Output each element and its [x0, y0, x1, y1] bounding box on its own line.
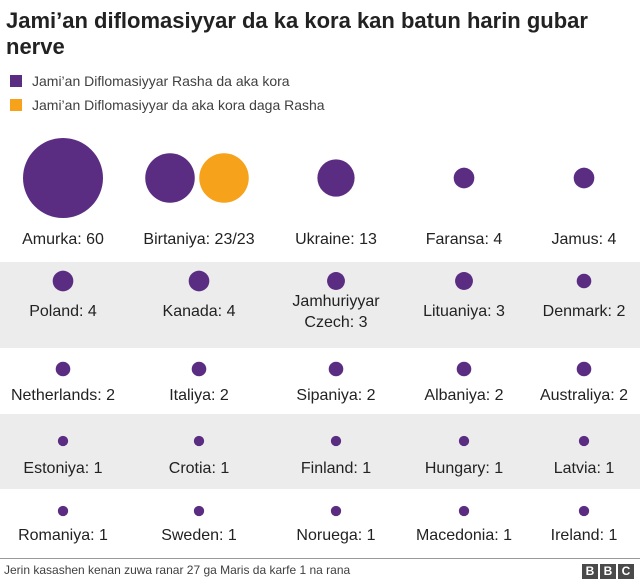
country-label-crotia: Crotia: 1 — [168, 460, 230, 477]
legend-item-russian-expelled: Jami’an Diflomasiyyar Rasha da aka kora — [10, 70, 325, 92]
bubble-finland — [330, 435, 342, 447]
bubble-ukraine — [317, 159, 355, 197]
row-band — [0, 414, 640, 489]
bubble-birtaniya-expelled-from-russia — [199, 153, 249, 203]
country-label-estoniya: Estoniya: 1 — [23, 460, 103, 477]
bubble-ireland — [578, 505, 590, 517]
country-label-noruega: Noruega: 1 — [296, 527, 376, 544]
country-label-italiya: Italiya: 2 — [169, 387, 229, 404]
bubble-estoniya — [57, 435, 69, 447]
bubble-albaniya — [456, 361, 472, 377]
country-label-faransa: Faransa: 4 — [425, 231, 503, 248]
source-note: Jerin kasashen kenan zuwa ranar 27 ga Ma… — [4, 563, 351, 577]
legend-swatch-purple — [10, 75, 22, 87]
bbc-logo-letter: C — [618, 564, 634, 579]
legend-label: Jami’an Diflomasiyyar Rasha da aka kora — [32, 73, 290, 89]
country-label-sipaniya: Sipaniya: 2 — [296, 387, 376, 404]
bubble-noruega — [330, 505, 342, 517]
country-label-albaniya: Albaniya: 2 — [424, 387, 504, 404]
legend: Jami’an Diflomasiyyar Rasha da aka kora … — [10, 70, 325, 116]
country-label-hungary: Hungary: 1 — [424, 460, 504, 477]
bubble-sipaniya — [328, 361, 344, 377]
country-label-lituaniya: Lituaniya: 3 — [423, 303, 505, 320]
legend-item-expelled-from-russia: Jami’an Diflomasiyyar da aka kora daga R… — [10, 94, 325, 116]
country-label-jamus: Jamus: 4 — [551, 231, 617, 248]
bubble-italiya — [191, 361, 207, 377]
country-label-ukraine: Ukraine: 13 — [295, 231, 377, 248]
bbc-logo: B B C — [582, 564, 634, 579]
bbc-logo-letter: B — [600, 564, 616, 579]
bubble-sweden — [193, 505, 205, 517]
legend-label: Jami’an Diflomasiyyar da aka kora daga R… — [32, 97, 325, 113]
footer: Jerin kasashen kenan zuwa ranar 27 ga Ma… — [0, 558, 640, 581]
legend-swatch-orange — [10, 99, 22, 111]
chart-title: Jami’an diflomasiyyar da ka kora kan bat… — [6, 8, 588, 59]
bubble-chart — [23, 138, 595, 517]
country-label-romaniya: Romaniya: 1 — [18, 527, 108, 544]
bubble-latvia — [578, 435, 590, 447]
bubble-macedonia — [458, 505, 470, 517]
country-label-australiya: Australiya: 2 — [539, 387, 629, 404]
bbc-logo-letter: B — [582, 564, 598, 579]
country-label-netherlands: Netherlands: 2 — [10, 387, 116, 404]
country-label-macedonia: Macedonia: 1 — [415, 527, 513, 544]
country-label-kanada: Kanada: 4 — [162, 303, 236, 320]
bubble-hungary — [458, 435, 470, 447]
bubble-birtaniya-russian-expelled — [145, 153, 195, 203]
bubble-lituaniya — [455, 272, 473, 290]
country-label-poland: Poland: 4 — [29, 303, 97, 320]
bubble-faransa — [453, 167, 475, 189]
country-label-latvia: Latvia: 1 — [553, 460, 615, 477]
bubble-netherlands — [55, 361, 71, 377]
bubble-jamus — [573, 167, 595, 189]
bubble-amurka — [23, 138, 103, 218]
bubble-denmark — [576, 273, 592, 289]
country-label-birtaniya: Birtaniya: 23/23 — [143, 231, 255, 248]
row-band — [0, 262, 640, 348]
bubble-poland — [52, 270, 74, 292]
country-label-ireland: Ireland: 1 — [550, 527, 618, 544]
country-label-denmark: Denmark: 2 — [542, 303, 626, 320]
bubble-kanada — [188, 270, 210, 292]
bubble-jamhuriyyar-czech — [327, 272, 345, 290]
country-label-amurka: Amurka: 60 — [22, 231, 104, 248]
bubble-australiya — [576, 361, 592, 377]
bubble-crotia — [193, 435, 205, 447]
bubble-romaniya — [57, 505, 69, 517]
country-label-finland: Finland: 1 — [300, 460, 372, 477]
country-label-sweden: Sweden: 1 — [161, 527, 237, 544]
country-label-jamhuriyyar-czech: Jamhuriyyar Czech: 3 — [292, 293, 380, 331]
